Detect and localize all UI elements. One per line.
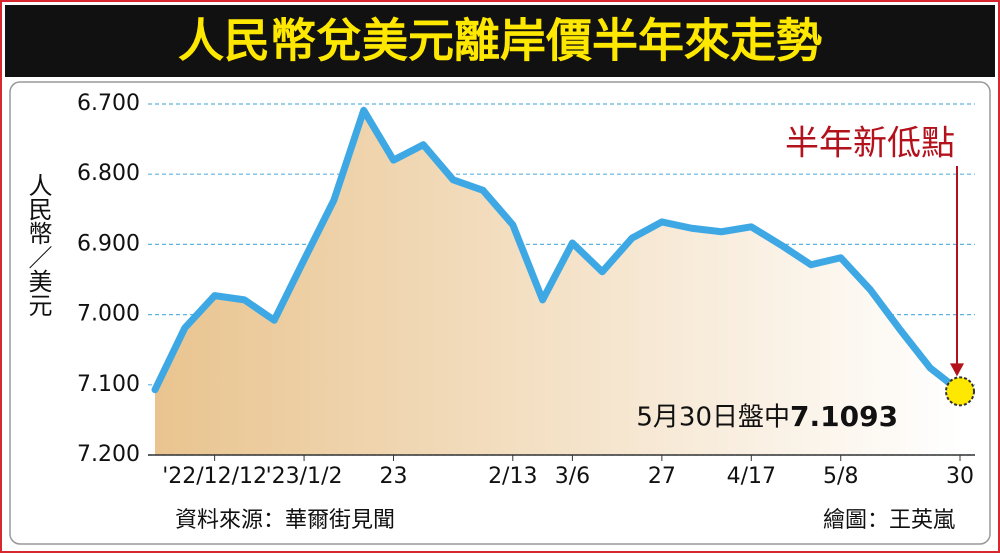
source: 資料來源：華爾街見聞 — [175, 508, 395, 533]
credit: 繪圖：王英嵐 — [823, 508, 955, 533]
annotation: 半年新低點 — [785, 124, 955, 164]
x-tick-label: 4/17 — [727, 464, 776, 489]
x-tick-label: 30 — [946, 464, 974, 489]
x-tick-label: 3/6 — [555, 464, 590, 489]
end-note: 5月30日盤中 — [636, 403, 790, 433]
y-tick-label: 6.800 — [77, 161, 140, 186]
x-tick-label: 5/8 — [823, 464, 858, 489]
x-tick-label: '23/1/2 — [266, 464, 343, 489]
end-marker — [945, 376, 975, 407]
y-tick-label: 6.900 — [77, 231, 140, 256]
y-tick-label: 7.000 — [77, 302, 140, 327]
plot: 6.700 6.800 6.900 7.000 7.100 7.200 '22/12/12'… — [77, 91, 975, 489]
y-axis-label: 人民幣／美元 — [24, 173, 52, 317]
area — [155, 110, 960, 456]
line — [151, 106, 964, 395]
x-tick-label: '22/12/12 — [162, 464, 267, 489]
chart-title: 人民幣兌美元離岸價半年來走勢 — [178, 14, 822, 68]
y-tick-label: 7.200 — [77, 442, 140, 467]
x-tick-label: 27 — [648, 464, 676, 489]
y-tick-label: 7.100 — [77, 372, 140, 397]
end-value: 7.1093 — [790, 400, 898, 433]
y-tick-label: 6.700 — [77, 91, 140, 116]
arrow-head — [950, 363, 964, 377]
x-tick-label: 23 — [380, 464, 408, 489]
title-band — [5, 5, 995, 77]
x-tick-label: 2/13 — [488, 464, 537, 489]
